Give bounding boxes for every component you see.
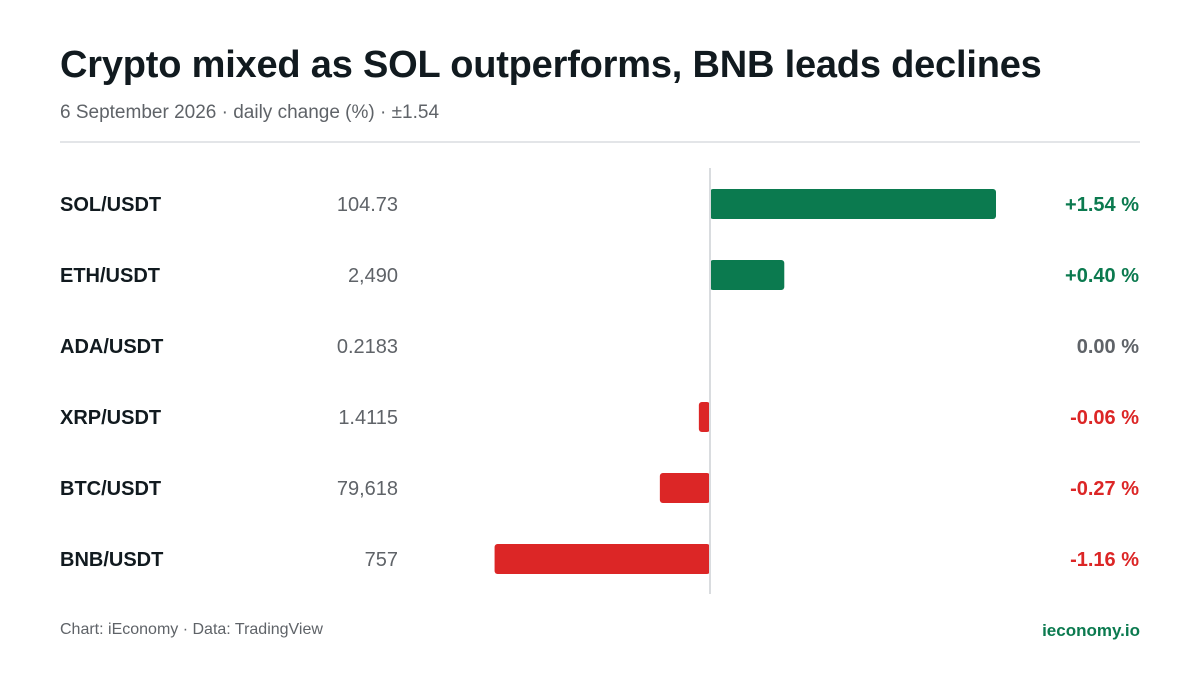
table-row: ADA/USDT 0.2183 0.00 %: [60, 336, 1139, 358]
bar-chart: SOL/USDT 104.73 +1.54 % ETH/USDT 2,490 +0.40 …: [60, 168, 1139, 594]
bar-xrp: [698, 402, 710, 432]
price-label: 104.73: [337, 194, 398, 216]
chart-title: Crypto mixed as SOL outperforms, BNB lea…: [60, 44, 1042, 86]
table-row: XRP/USDT 1.4115 -0.06 %: [60, 402, 1139, 432]
symbol-label: ETH/USDT: [60, 265, 160, 287]
symbol-label: ADA/USDT: [60, 336, 163, 358]
change-label: -1.16 %: [1070, 549, 1139, 571]
symbol-label: BNB/USDT: [60, 549, 163, 571]
bar-eth: [710, 260, 785, 290]
change-label: -0.06 %: [1070, 407, 1139, 429]
header-divider: [60, 141, 1140, 143]
table-row: SOL/USDT 104.73 +1.54 %: [60, 189, 1139, 219]
table-row: BTC/USDT 79,618 -0.27 %: [60, 473, 1139, 503]
price-label: 1.4115: [338, 407, 398, 429]
price-label: 2,490: [348, 265, 398, 287]
chart-credit: Chart: iEconomy · Data: TradingView: [60, 621, 323, 638]
chart-subtitle: 6 September 2026 · daily change (%) · ±1…: [60, 102, 440, 123]
symbol-label: SOL/USDT: [60, 194, 161, 216]
symbol-label: XRP/USDT: [60, 407, 161, 429]
table-row: ETH/USDT 2,490 +0.40 %: [60, 260, 1139, 290]
price-label: 0.2183: [337, 336, 398, 358]
table-row: BNB/USDT 757 -1.16 %: [60, 544, 1139, 574]
brand-link[interactable]: ieconomy.io: [1042, 621, 1140, 640]
change-label: 0.00 %: [1077, 336, 1139, 358]
symbol-label: BTC/USDT: [60, 478, 161, 500]
bar-btc: [659, 473, 710, 503]
bar-bnb: [494, 544, 710, 574]
price-label: 79,618: [337, 478, 398, 500]
change-label: +1.54 %: [1065, 194, 1139, 216]
price-label: 757: [365, 549, 398, 571]
bar-sol: [710, 189, 996, 219]
change-label: -0.27 %: [1070, 478, 1139, 500]
change-label: +0.40 %: [1065, 265, 1139, 287]
